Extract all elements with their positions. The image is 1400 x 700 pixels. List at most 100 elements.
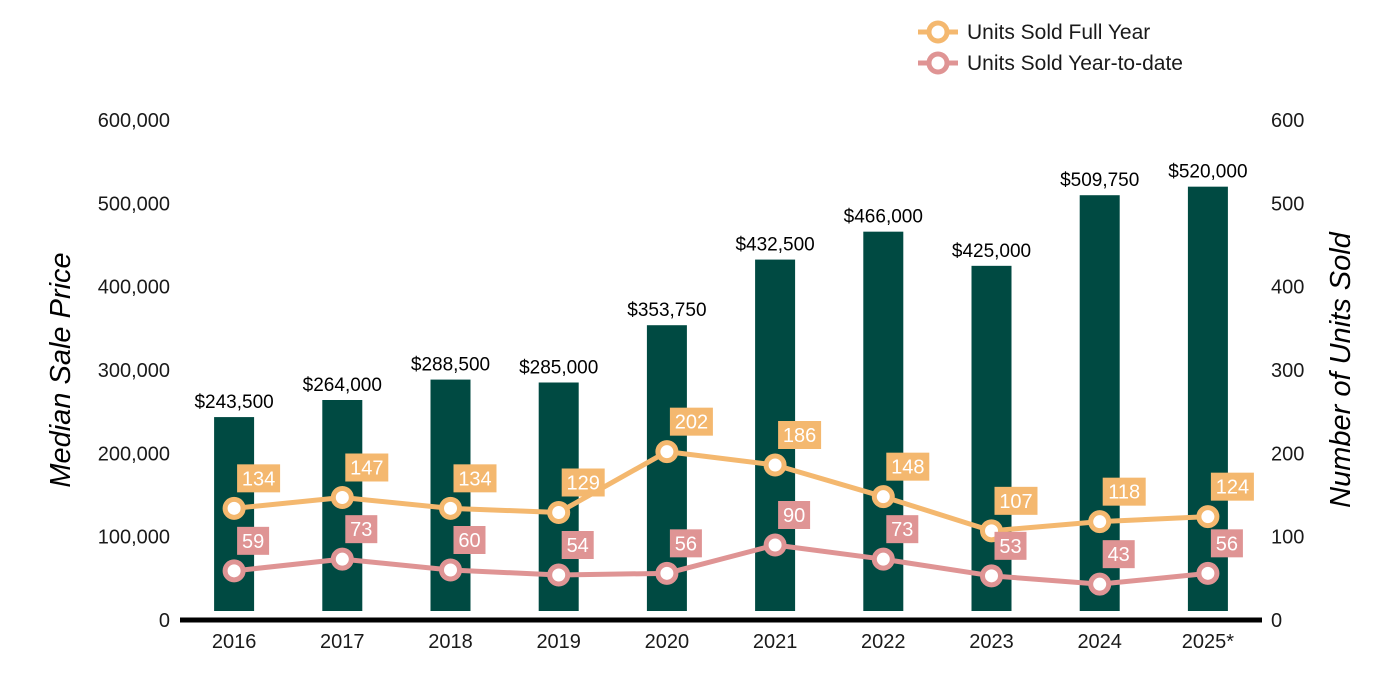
series-point	[222, 559, 246, 583]
point-label-box	[237, 526, 270, 555]
series-point	[439, 496, 462, 520]
legend: Units Sold Full Year Units Sold Year-to-d…	[918, 20, 1183, 75]
point-value-label: 134	[242, 468, 275, 490]
x-tick-label: 2023	[969, 631, 1014, 653]
point-value-label: 90	[783, 505, 805, 527]
point-value-label: 124	[1216, 477, 1249, 499]
left-y-tick-label: 400,000	[98, 277, 170, 299]
point-value-label: 118	[1108, 482, 1140, 504]
bar-value-label: $285,000	[519, 358, 598, 379]
series-point	[1196, 505, 1220, 529]
point-value-label: 43	[1108, 544, 1130, 566]
x-axis-ticks: 2016 2017 2018 2019 2020 2021 2022 2023 2024 2025…	[212, 631, 1234, 653]
point-label-box	[561, 468, 605, 497]
series-point	[980, 564, 1003, 588]
legend-marker	[926, 51, 950, 75]
left-y-tick-label: 500,000	[98, 193, 170, 215]
right-y-tick-label: 400	[1271, 277, 1304, 299]
point-value-label: 73	[350, 519, 372, 541]
point-label-box	[669, 529, 702, 558]
point-value-label: 73	[891, 519, 913, 541]
series-point	[1088, 572, 1112, 596]
series-point	[547, 563, 571, 587]
right-axis-title: Number of Units Sold	[1325, 231, 1357, 507]
point-label-box	[994, 486, 1038, 515]
point-label-box	[778, 501, 811, 529]
x-tick-label: 2019	[536, 631, 581, 653]
right-y-axis: 0 100 200 300 400 500 600	[1271, 110, 1304, 632]
point-label-box	[237, 464, 281, 493]
point-label-box	[1210, 472, 1254, 501]
series-point	[1196, 561, 1220, 585]
bar-value-label: $520,000	[1168, 162, 1247, 183]
bars-layer: $243,500 $264,000 $288,500 $285,000 $353,750…	[194, 162, 1248, 612]
point-label-box	[345, 515, 378, 544]
series-line	[233, 542, 1209, 587]
point-label-box	[778, 421, 822, 449]
bar-value-label: $264,000	[303, 375, 382, 396]
lines-layer: 134 147 134 129 202 186 148 107 118 124 59 73 60 54 56…	[222, 407, 1254, 596]
left-y-tick-label: 100,000	[98, 527, 170, 549]
series-point	[330, 547, 354, 571]
series-point	[871, 547, 895, 571]
series-line	[233, 449, 1209, 534]
point-value-label: 56	[675, 533, 697, 555]
series-point	[763, 453, 787, 477]
right-y-tick-label: 0	[1271, 610, 1282, 632]
x-tick-label: 2022	[861, 631, 906, 653]
bar-value-label: $425,000	[952, 241, 1031, 262]
x-tick-label: 2021	[753, 631, 798, 653]
point-label-box	[1102, 477, 1146, 506]
point-value-label: 107	[999, 491, 1032, 513]
point-value-label: 54	[567, 535, 589, 557]
point-label-box	[886, 515, 919, 544]
right-y-tick-label: 500	[1271, 193, 1304, 215]
series-point	[655, 440, 679, 464]
point-label-box	[453, 464, 497, 493]
point-label-box	[1102, 540, 1135, 569]
bar-value-label: $353,750	[627, 300, 706, 321]
x-tick-label: 2016	[212, 631, 257, 653]
x-tick-label: 2017	[320, 631, 365, 653]
point-label-box	[886, 452, 930, 481]
right-y-tick-label: 100	[1271, 527, 1304, 549]
left-y-axis: 0 100,000 200,000 300,000 400,000 500,000 600,…	[98, 110, 170, 632]
bar-value-label: $288,500	[411, 355, 490, 376]
bar-value-label: $509,750	[1060, 170, 1139, 191]
x-tick-label: 2025*	[1182, 631, 1234, 653]
left-y-tick-label: 300,000	[98, 360, 170, 382]
point-value-label: 53	[999, 536, 1021, 558]
left-y-tick-label: 0	[159, 610, 170, 632]
series-point	[763, 533, 787, 557]
point-label-box	[994, 531, 1027, 560]
point-label-box	[345, 453, 389, 482]
left-y-tick-label: 200,000	[98, 443, 170, 465]
right-y-tick-label: 200	[1271, 443, 1304, 465]
series-point	[655, 561, 679, 585]
x-tick-label: 2018	[428, 631, 473, 653]
bar-value-label: $432,500	[735, 235, 814, 256]
point-value-label: 129	[567, 473, 600, 495]
point-value-label: 147	[350, 458, 383, 480]
series-point	[1088, 510, 1112, 534]
point-label-box	[453, 526, 486, 554]
point-label-box	[561, 531, 594, 559]
series-point	[222, 496, 246, 520]
bar-value-label: $243,500	[194, 392, 273, 413]
point-value-label: 148	[891, 457, 924, 479]
x-tick-label: 2020	[645, 631, 690, 653]
series-point	[871, 485, 895, 509]
legend-marker	[926, 20, 950, 44]
point-value-label: 60	[458, 530, 480, 552]
left-axis-title: Median Sale Price	[45, 252, 77, 487]
point-value-label: 59	[242, 531, 264, 553]
point-value-label: 202	[675, 412, 708, 434]
point-value-label: 56	[1216, 533, 1238, 555]
series-point	[330, 486, 354, 509]
right-y-tick-label: 300	[1271, 360, 1304, 382]
x-tick-label: 2024	[1077, 631, 1122, 653]
legend-label: Units Sold Year-to-date	[967, 52, 1183, 75]
point-label-box	[669, 407, 713, 436]
point-label-box	[1210, 529, 1243, 558]
